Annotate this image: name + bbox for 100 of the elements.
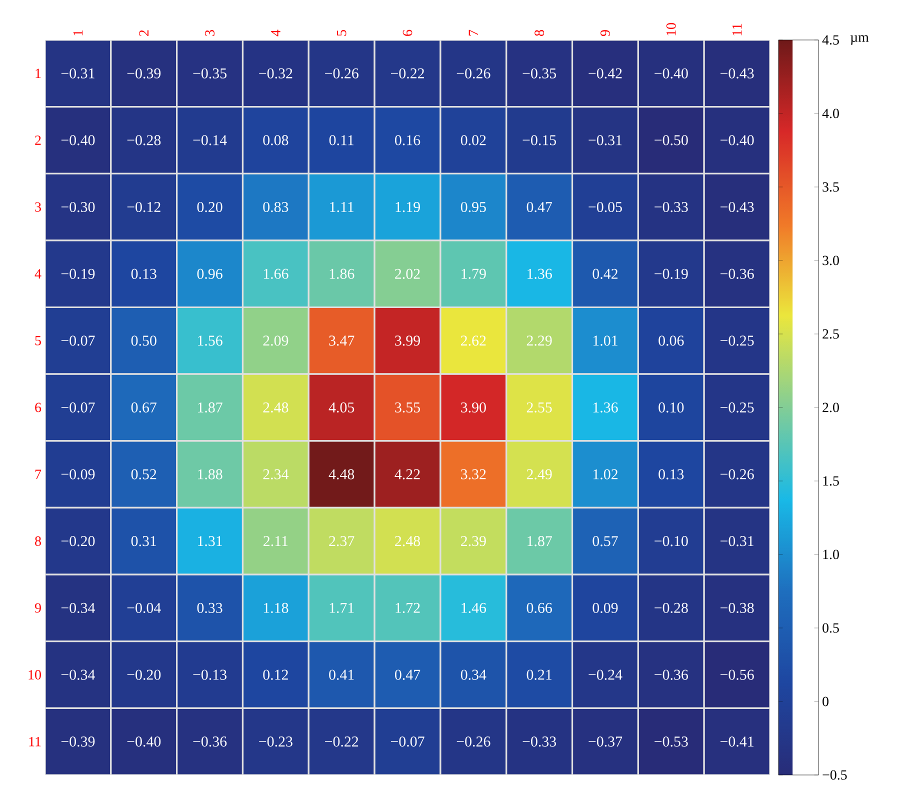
y-tick-label: 10: [28, 670, 41, 680]
y-tick-label: 4: [34, 269, 42, 278]
color-bar-label: 4.5: [822, 35, 839, 45]
data-label: 1.36: [593, 402, 618, 413]
data-label: 0.13: [131, 268, 156, 279]
data-label: 0.42: [592, 268, 618, 279]
x-tick-label: 5: [336, 30, 346, 36]
data-label: −0.09: [61, 469, 95, 480]
y-tick-label: 2: [35, 136, 41, 145]
data-label: −0.40: [720, 135, 754, 146]
data-label: 0.96: [197, 268, 222, 279]
data-label: −0.26: [456, 68, 490, 78]
data-label: 0.20: [197, 202, 222, 212]
data-label: −0.26: [720, 469, 754, 480]
data-label: 1.87: [528, 536, 552, 546]
data-label: 0.09: [592, 602, 618, 614]
data-label: 1.02: [593, 469, 618, 480]
data-label: −0.37: [588, 736, 622, 747]
data-label: −0.31: [61, 68, 94, 78]
x-tick-label: 9: [600, 30, 610, 36]
data-label: 0.02: [460, 135, 486, 146]
data-label: −0.40: [61, 135, 95, 146]
x-tick-label: 1: [73, 30, 83, 36]
color-bar-label: 2.5: [822, 329, 839, 339]
data-label: 2.39: [461, 536, 486, 546]
data-label: 1.18: [264, 602, 288, 614]
data-label: 2.11: [264, 536, 288, 546]
color-bar-label: 4.0: [822, 108, 839, 118]
data-label: 1.19: [396, 202, 420, 212]
data-label: −0.33: [654, 202, 688, 212]
data-label: 1.31: [198, 536, 222, 546]
data-label: −0.33: [522, 736, 556, 747]
data-label: 1.71: [330, 602, 354, 613]
data-label: −0.13: [193, 670, 226, 680]
data-label: 0.34: [460, 670, 486, 680]
data-label: 0.33: [197, 602, 222, 614]
data-label: −0.07: [61, 402, 95, 413]
data-label: 0.67: [131, 402, 157, 413]
data-label: −0.34: [61, 670, 96, 680]
data-label: 1.86: [330, 268, 354, 279]
data-label: 3.47: [329, 336, 354, 346]
data-label: 0.16: [394, 135, 420, 146]
data-label: −0.19: [61, 268, 95, 279]
y-tick-label: 1: [36, 68, 41, 78]
data-label: 0.21: [526, 670, 552, 680]
color-bar-title: µm: [850, 35, 869, 45]
data-label: 1.72: [396, 602, 420, 614]
data-label: 0.66: [526, 602, 552, 614]
data-label: 3.55: [395, 402, 420, 413]
y-tick-label: 3: [35, 202, 41, 212]
data-label: 0.83: [263, 202, 288, 212]
data-label: 0.06: [658, 336, 684, 346]
x-tick-label: 3: [205, 30, 214, 36]
data-label: 0.41: [329, 670, 354, 680]
data-label: −0.42: [588, 68, 622, 78]
data-label: −0.43: [720, 202, 754, 212]
y-tick-label: 7: [35, 470, 42, 479]
data-label: 4.22: [394, 469, 420, 480]
data-label: 0.52: [131, 469, 156, 480]
data-label: −0.28: [127, 135, 161, 146]
data-label: 4.48: [328, 469, 354, 480]
x-tick-label: 7: [468, 30, 478, 36]
data-label: 2.37: [329, 536, 354, 546]
color-bar-label: 0: [822, 696, 828, 706]
data-label: −0.31: [720, 536, 754, 546]
data-label: −0.25: [720, 336, 754, 346]
data-label: 0.47: [394, 670, 420, 680]
data-label: 0.31: [131, 536, 156, 546]
data-label: 3.90: [461, 402, 486, 413]
data-label: −0.10: [654, 536, 688, 546]
data-label: 2.48: [395, 536, 420, 546]
data-label: 0.12: [263, 670, 288, 680]
color-bar-label: 1.5: [823, 476, 839, 486]
data-label: −0.19: [654, 268, 688, 279]
data-label: 2.34: [263, 469, 289, 480]
data-label: −0.32: [259, 68, 292, 78]
data-label: −0.40: [127, 736, 161, 747]
data-label: 0.11: [329, 135, 354, 146]
color-bar-label: 0.5: [822, 623, 839, 633]
data-label: −0.50: [654, 135, 688, 146]
data-label: 1.36: [528, 268, 552, 279]
data-label: 0.13: [658, 469, 684, 480]
data-label: −0.41: [720, 736, 754, 747]
data-label: −0.23: [259, 736, 292, 747]
data-label: −0.05: [588, 202, 622, 212]
y-tick-label: 11: [29, 736, 41, 746]
y-tick-label: 8: [35, 536, 41, 546]
data-label: −0.39: [127, 68, 161, 78]
data-label: −0.12: [127, 202, 160, 212]
color-bar-label: 3.5: [822, 182, 839, 192]
data-label: 2.48: [263, 402, 288, 413]
data-label: 1.66: [264, 268, 288, 279]
data-label: −0.30: [61, 202, 95, 212]
data-label: −0.56: [720, 670, 754, 680]
data-label: 1.46: [462, 602, 486, 614]
data-label: 2.62: [461, 336, 486, 346]
data-label: −0.35: [193, 68, 226, 78]
data-label: −0.39: [61, 736, 95, 747]
data-label: 2.55: [526, 402, 552, 413]
y-tick-label: 5: [35, 336, 41, 346]
